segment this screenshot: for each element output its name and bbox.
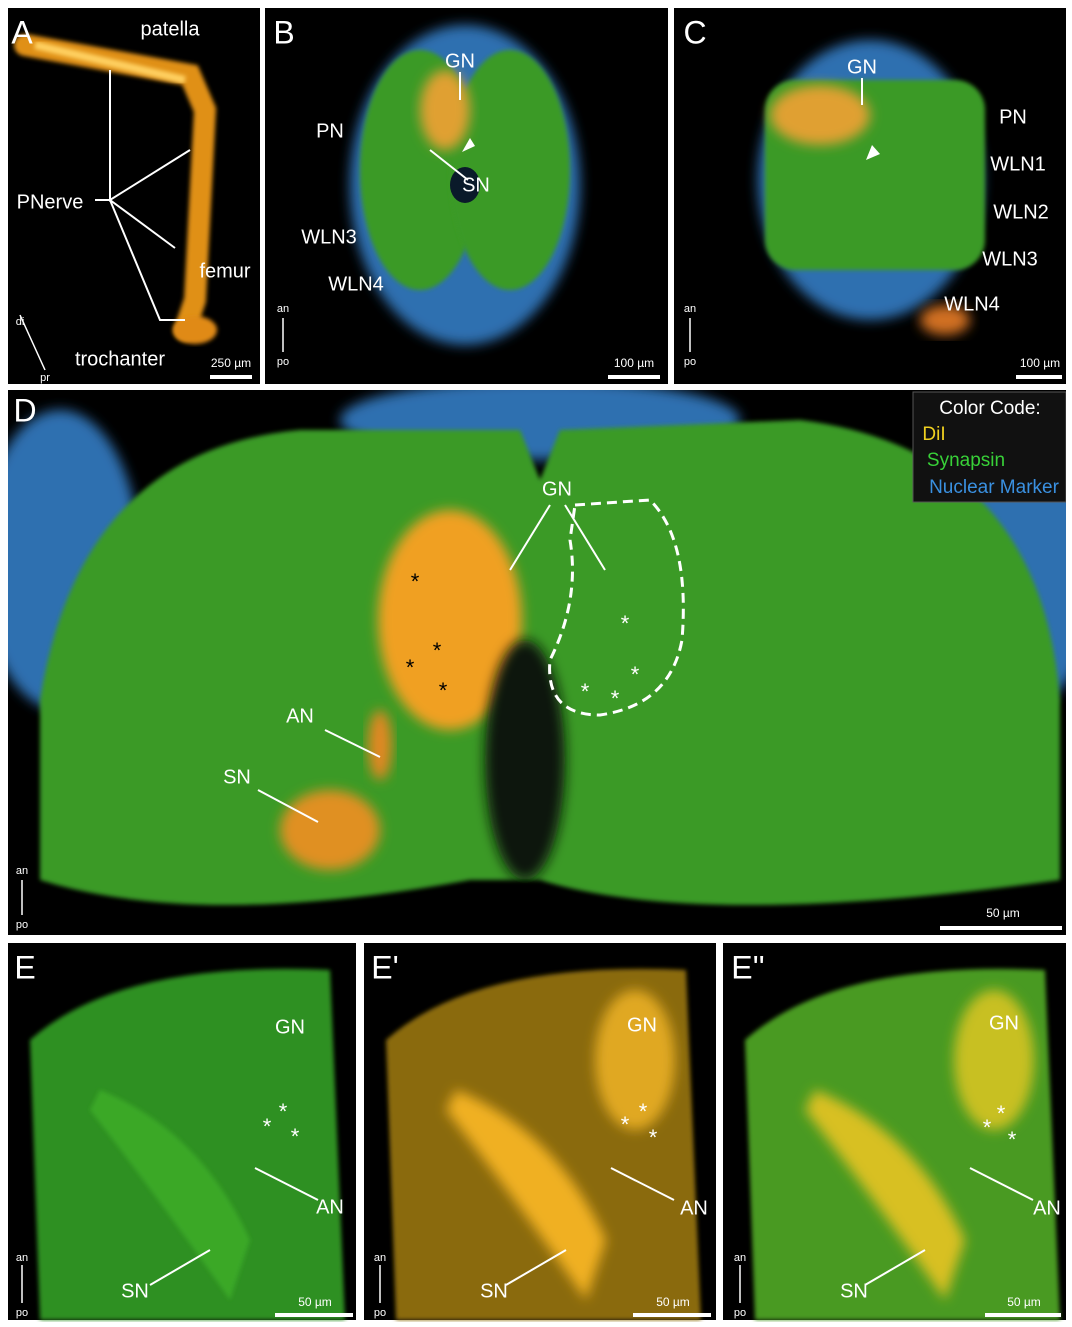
legend-title: Color Code: xyxy=(939,398,1040,419)
orientation-label: an xyxy=(277,303,289,315)
orientation-label: pr xyxy=(40,372,50,384)
panel-letter: A xyxy=(11,14,33,50)
structure-label: PNerve xyxy=(17,191,84,213)
orientation-label: po xyxy=(684,356,696,368)
asterisk-marker: * xyxy=(291,1124,300,1149)
orientation-label: po xyxy=(16,1307,28,1319)
asterisk-marker: * xyxy=(649,1125,658,1150)
structure-label: femur xyxy=(199,260,250,282)
structure-label: GN xyxy=(445,50,475,72)
structure-label: AN xyxy=(316,1196,344,1218)
asterisk-marker: * xyxy=(639,1099,648,1124)
scale-bar-label: 50 µm xyxy=(298,1295,332,1309)
orientation-label: po xyxy=(16,919,28,931)
orientation-label: an xyxy=(374,1252,386,1264)
asterisk-marker: * xyxy=(1008,1127,1017,1152)
structure-label: GN xyxy=(627,1014,657,1036)
scale-bar-label: 100 µm xyxy=(614,356,654,370)
structure-label: GN xyxy=(989,1012,1019,1034)
orientation-label: po xyxy=(734,1307,746,1319)
legend-item: Synapsin xyxy=(927,450,1005,471)
asterisk-marker: * xyxy=(263,1114,272,1139)
structure-label: WLN4 xyxy=(328,273,384,295)
structure-label: WLN3 xyxy=(982,248,1038,270)
asterisk-marker: * xyxy=(439,678,448,703)
legend-item: Nuclear Marker xyxy=(929,477,1060,498)
orientation-label: an xyxy=(734,1252,746,1264)
asterisk-marker: * xyxy=(581,679,590,704)
structure-label: SN xyxy=(480,1280,508,1302)
orientation-label: an xyxy=(16,865,28,877)
panel-letter: B xyxy=(273,14,294,50)
structure-label: SN xyxy=(840,1280,868,1302)
panel-letter: C xyxy=(683,14,706,50)
asterisk-marker: * xyxy=(433,638,442,663)
asterisk-marker: * xyxy=(279,1099,288,1124)
asterisk-marker: * xyxy=(997,1101,1006,1126)
asterisk-marker: * xyxy=(983,1115,992,1140)
asterisk-marker: * xyxy=(411,569,420,594)
structure-label: SN xyxy=(462,174,490,196)
structure-label: GN xyxy=(275,1016,305,1038)
structure-label: GN xyxy=(847,56,877,78)
legend-item: DiI xyxy=(922,424,945,445)
asterisk-marker: * xyxy=(406,655,415,680)
orientation-label: di xyxy=(16,316,25,328)
structure-label: PN xyxy=(999,106,1027,128)
structure-label: AN xyxy=(680,1197,708,1219)
structure-label: WLN1 xyxy=(990,153,1046,175)
structure-label: patella xyxy=(141,18,201,40)
scale-bar-label: 250 µm xyxy=(211,356,251,370)
panel-letter: D xyxy=(13,392,36,428)
structure-label: SN xyxy=(223,766,251,788)
asterisk-marker: * xyxy=(621,1112,630,1137)
structure-label: WLN4 xyxy=(944,293,1000,315)
asterisk-marker: * xyxy=(611,686,620,711)
asterisk-marker: * xyxy=(631,662,640,687)
structure-label: AN xyxy=(1033,1197,1061,1219)
figure: A B C D E E' E'' patella PNerve femur trochanter GN… xyxy=(0,0,1072,1322)
scale-bar-label: 50 µm xyxy=(656,1295,690,1309)
structure-label: WLN2 xyxy=(993,201,1049,223)
structure-label: PN xyxy=(316,120,344,142)
orientation-label: an xyxy=(16,1252,28,1264)
structure-label: trochanter xyxy=(75,348,165,370)
panel-letter: E' xyxy=(371,949,398,985)
orientation-label: an xyxy=(684,303,696,315)
structure-label: AN xyxy=(286,705,314,727)
panel-letter: E'' xyxy=(731,949,765,985)
structure-label: WLN3 xyxy=(301,226,357,248)
orientation-label: po xyxy=(374,1307,386,1319)
scale-bar-label: 50 µm xyxy=(1007,1295,1041,1309)
orientation-label: po xyxy=(277,356,289,368)
asterisk-marker: * xyxy=(621,611,630,636)
structure-label: GN xyxy=(542,478,572,500)
scale-bar-label: 100 µm xyxy=(1020,356,1060,370)
scale-bar-label: 50 µm xyxy=(986,906,1020,920)
panel-letter: E xyxy=(14,949,35,985)
structure-label: SN xyxy=(121,1280,149,1302)
